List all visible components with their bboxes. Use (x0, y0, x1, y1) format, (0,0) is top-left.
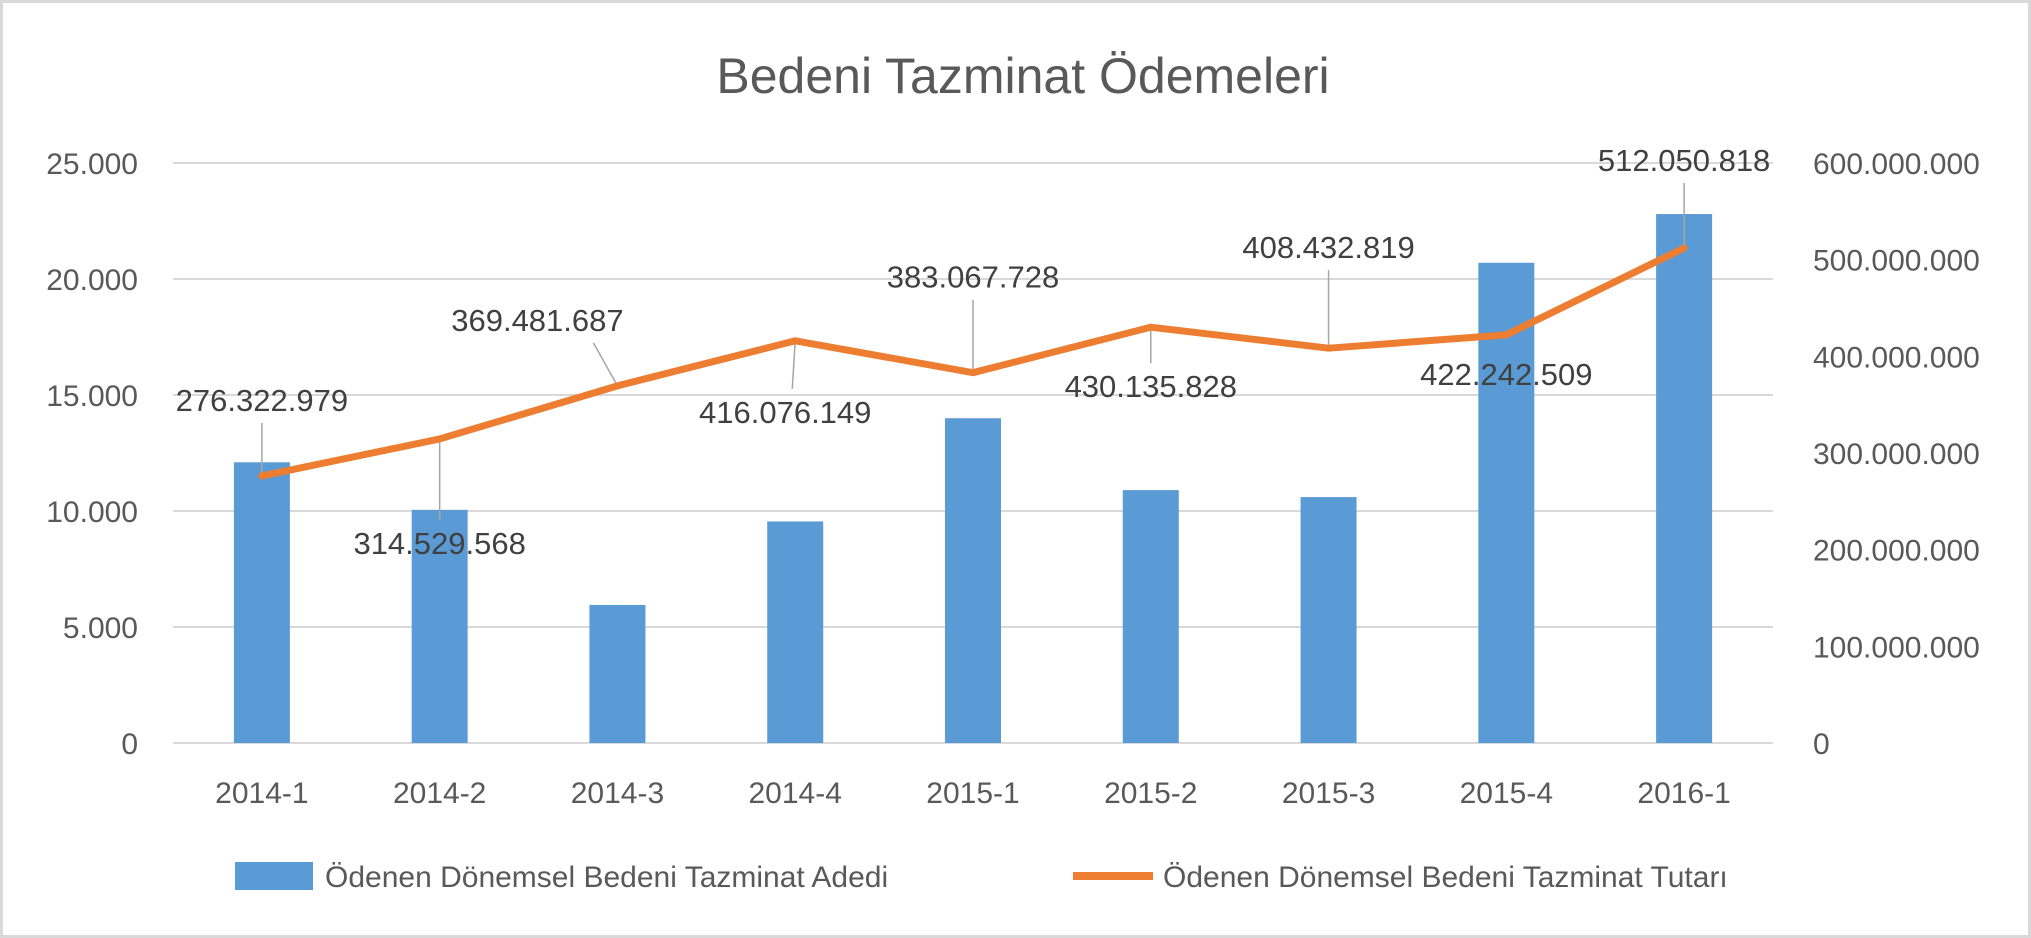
leader-line (791, 340, 796, 389)
leader-line (592, 342, 619, 387)
bar (411, 509, 468, 743)
line-point (436, 435, 443, 442)
bar (233, 462, 290, 743)
right-axis-ticks: 0 100.000.000 200.000.000 300.000.000 400.00… (1813, 148, 1980, 761)
legend-bar-label: Ödenen Dönemsel Bedeni Tazminat Adedi (325, 861, 888, 894)
data-label: 422.242.509 (1420, 357, 1592, 392)
x-tick-label: 2016-1 (1637, 777, 1730, 810)
x-axis-ticks: 2014-1 2014-2 2014-3 2014-4 2015-1 2015-2 2015… (215, 777, 1731, 810)
x-tick-label: 2015-3 (1282, 777, 1375, 810)
legend-line-label: Ödenen Dönemsel Bedeni Tazminat Tutarı (1163, 861, 1728, 894)
right-tick-label: 0 (1813, 728, 1830, 761)
left-tick-label: 10.000 (46, 496, 138, 529)
line-series (258, 244, 1688, 480)
line-point (792, 337, 799, 344)
right-tick-label: 500.000.000 (1813, 245, 1980, 278)
line-point (1681, 245, 1688, 252)
bar (1122, 490, 1179, 743)
data-label: 416.076.149 (699, 395, 871, 430)
line-point (1325, 345, 1332, 352)
left-tick-label: 25.000 (46, 148, 138, 181)
x-tick-label: 2015-4 (1460, 777, 1553, 810)
left-tick-label: 15.000 (46, 380, 138, 413)
x-tick-label: 2014-3 (571, 777, 664, 810)
bar (945, 418, 1001, 743)
data-label: 408.432.819 (1242, 230, 1414, 265)
data-label: 383.067.728 (887, 260, 1059, 295)
x-tick-label: 2014-1 (215, 777, 308, 810)
label-leader-lines (261, 183, 1685, 520)
right-tick-label: 600.000.000 (1813, 148, 1980, 181)
x-tick-label: 2014-4 (749, 777, 842, 810)
line-point (1503, 331, 1510, 338)
line-point (258, 472, 265, 479)
legend: Ödenen Dönemsel Bedeni Tazminat Adedi Öd… (235, 861, 1728, 894)
left-tick-label: 20.000 (46, 264, 138, 297)
left-axis-ticks: 0 5.000 10.000 15.000 20.000 25.000 (46, 148, 138, 761)
chart-title: Bedeni Tazminat Ödemeleri (716, 48, 1329, 104)
left-tick-label: 0 (121, 728, 138, 761)
combo-chart: Bedeni Tazminat Ödemeleri 276.322.979 314… (46, 48, 1980, 894)
line-point (614, 382, 621, 389)
data-label: 276.322.979 (176, 383, 348, 418)
right-tick-label: 200.000.000 (1813, 535, 1980, 568)
bar (767, 521, 824, 743)
legend-bar-swatch (235, 862, 313, 890)
bar (1300, 497, 1357, 743)
bar-series (233, 214, 1713, 744)
right-tick-label: 400.000.000 (1813, 341, 1980, 374)
bar (1656, 214, 1713, 744)
data-label: 512.050.818 (1598, 143, 1770, 178)
data-label: 314.529.568 (353, 526, 525, 561)
line-point (1147, 324, 1154, 331)
bar (1478, 262, 1535, 743)
data-label: 369.481.687 (451, 303, 623, 338)
x-tick-label: 2015-2 (1104, 777, 1197, 810)
right-tick-label: 100.000.000 (1813, 631, 1980, 664)
bar (589, 604, 646, 743)
x-tick-label: 2014-2 (393, 777, 486, 810)
line-point (970, 369, 976, 376)
right-tick-label: 300.000.000 (1813, 438, 1980, 471)
left-tick-label: 5.000 (63, 612, 138, 645)
data-label: 430.135.828 (1065, 369, 1237, 404)
x-tick-label: 2015-1 (926, 777, 1019, 810)
data-labels: 276.322.979 314.529.568 369.481.687 416.076… (176, 143, 1771, 561)
